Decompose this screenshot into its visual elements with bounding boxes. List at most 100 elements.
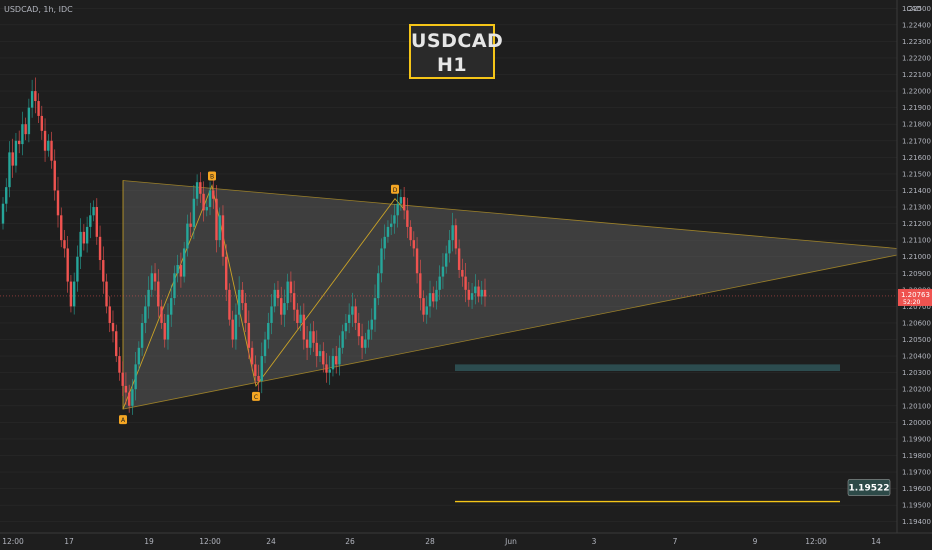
y-tick-label: 1.20200 xyxy=(902,386,931,394)
candle-body xyxy=(454,225,458,249)
candle-body xyxy=(477,286,480,297)
candle-body xyxy=(163,322,166,340)
candle-body xyxy=(150,273,154,290)
candle-body xyxy=(357,322,361,337)
candle-body xyxy=(257,375,260,381)
pattern-label-b: B xyxy=(210,174,214,181)
title-timeframe: H1 xyxy=(436,54,468,76)
candle-body xyxy=(108,306,111,323)
y-tick-label: 1.21800 xyxy=(902,121,931,129)
y-tick-label: 1.19900 xyxy=(902,435,931,443)
candle-body xyxy=(30,91,34,108)
candle-body xyxy=(367,329,370,340)
pattern-labels: A B C D xyxy=(119,171,399,425)
x-tick-label: 7 xyxy=(673,537,678,546)
candle-body xyxy=(157,281,160,307)
candle-body xyxy=(76,256,79,282)
pattern-label-a: A xyxy=(121,417,126,424)
candle-body xyxy=(338,347,341,365)
candle-body xyxy=(1,203,5,224)
title-badge: USDCAD H1 xyxy=(409,24,503,79)
y-tick-label: 1.22300 xyxy=(902,38,931,46)
candle-body xyxy=(425,306,428,315)
candle-body xyxy=(328,369,331,373)
candle-body xyxy=(202,193,205,211)
candle-body xyxy=(34,91,37,102)
candle-body xyxy=(412,240,416,249)
x-tick-label: 12:00 xyxy=(2,537,24,546)
candle-body xyxy=(364,339,367,348)
candle-body xyxy=(474,286,477,294)
candle-body xyxy=(483,289,487,297)
candle-body xyxy=(189,223,192,227)
candle-body xyxy=(47,140,50,151)
candle-body xyxy=(325,364,328,373)
candle-body xyxy=(50,140,53,161)
candle-body xyxy=(470,293,474,300)
candle-body xyxy=(305,339,309,348)
x-tick-label: 9 xyxy=(753,537,758,546)
candle-body xyxy=(322,351,325,365)
candle-body xyxy=(354,306,357,323)
candle-body xyxy=(451,225,454,241)
candle-body xyxy=(79,231,82,257)
candle-body xyxy=(467,289,471,300)
y-tick-label: 1.19500 xyxy=(902,502,931,510)
candle-body xyxy=(160,306,163,323)
candle-body xyxy=(127,392,131,406)
candle-body xyxy=(283,303,286,315)
candle-body xyxy=(147,289,150,307)
candle-body xyxy=(250,347,254,365)
y-tick-label: 1.20100 xyxy=(902,402,931,410)
y-tick-label: 1.20600 xyxy=(902,319,931,327)
candle-body xyxy=(179,265,183,277)
candle-body xyxy=(344,322,348,332)
candle-body xyxy=(457,248,461,270)
candle-body xyxy=(27,107,31,135)
candle-body xyxy=(205,207,208,211)
x-tick-label: 14 xyxy=(871,537,881,546)
y-tick-label: 1.19400 xyxy=(902,518,931,526)
candle-body xyxy=(137,347,141,365)
x-tick-label: 3 xyxy=(592,537,597,546)
candle-body xyxy=(422,298,425,315)
candle-body xyxy=(415,248,419,274)
y-tick-label: 1.20900 xyxy=(902,270,931,278)
candle-body xyxy=(176,265,179,274)
candle-body xyxy=(89,215,92,227)
candle-body xyxy=(292,293,296,310)
x-tick-label: 28 xyxy=(425,537,435,546)
candle-body xyxy=(247,322,251,348)
candle-body xyxy=(448,240,451,254)
candle-body xyxy=(24,124,27,135)
candle-body xyxy=(318,351,322,357)
y-tick-label: 1.22100 xyxy=(902,71,931,79)
current-price-badge xyxy=(898,288,932,306)
candle-body xyxy=(309,331,312,348)
candle-body xyxy=(312,331,315,343)
candle-body xyxy=(60,215,63,241)
y-tick-label: 1.20500 xyxy=(902,336,931,344)
candle-body xyxy=(173,273,176,299)
candle-body xyxy=(82,231,86,244)
candle-body xyxy=(105,281,108,307)
candle-body xyxy=(14,140,18,166)
x-tick-label: 17 xyxy=(64,537,74,546)
candle-body xyxy=(389,223,393,227)
candle-body xyxy=(270,306,273,323)
current-price-value: 1.20763 xyxy=(901,291,930,299)
candle-body xyxy=(289,281,293,294)
target-value: 1.19522 xyxy=(849,484,890,494)
candle-body xyxy=(195,182,199,199)
candle-body xyxy=(124,385,128,393)
candle-body xyxy=(228,289,231,320)
candle-body xyxy=(11,152,14,166)
candle-body xyxy=(296,309,299,323)
candle-body xyxy=(380,248,383,274)
y-tick-label: 1.20700 xyxy=(902,303,931,311)
candle-body xyxy=(231,319,234,340)
candle-body xyxy=(464,276,467,290)
candle-body xyxy=(218,215,221,241)
